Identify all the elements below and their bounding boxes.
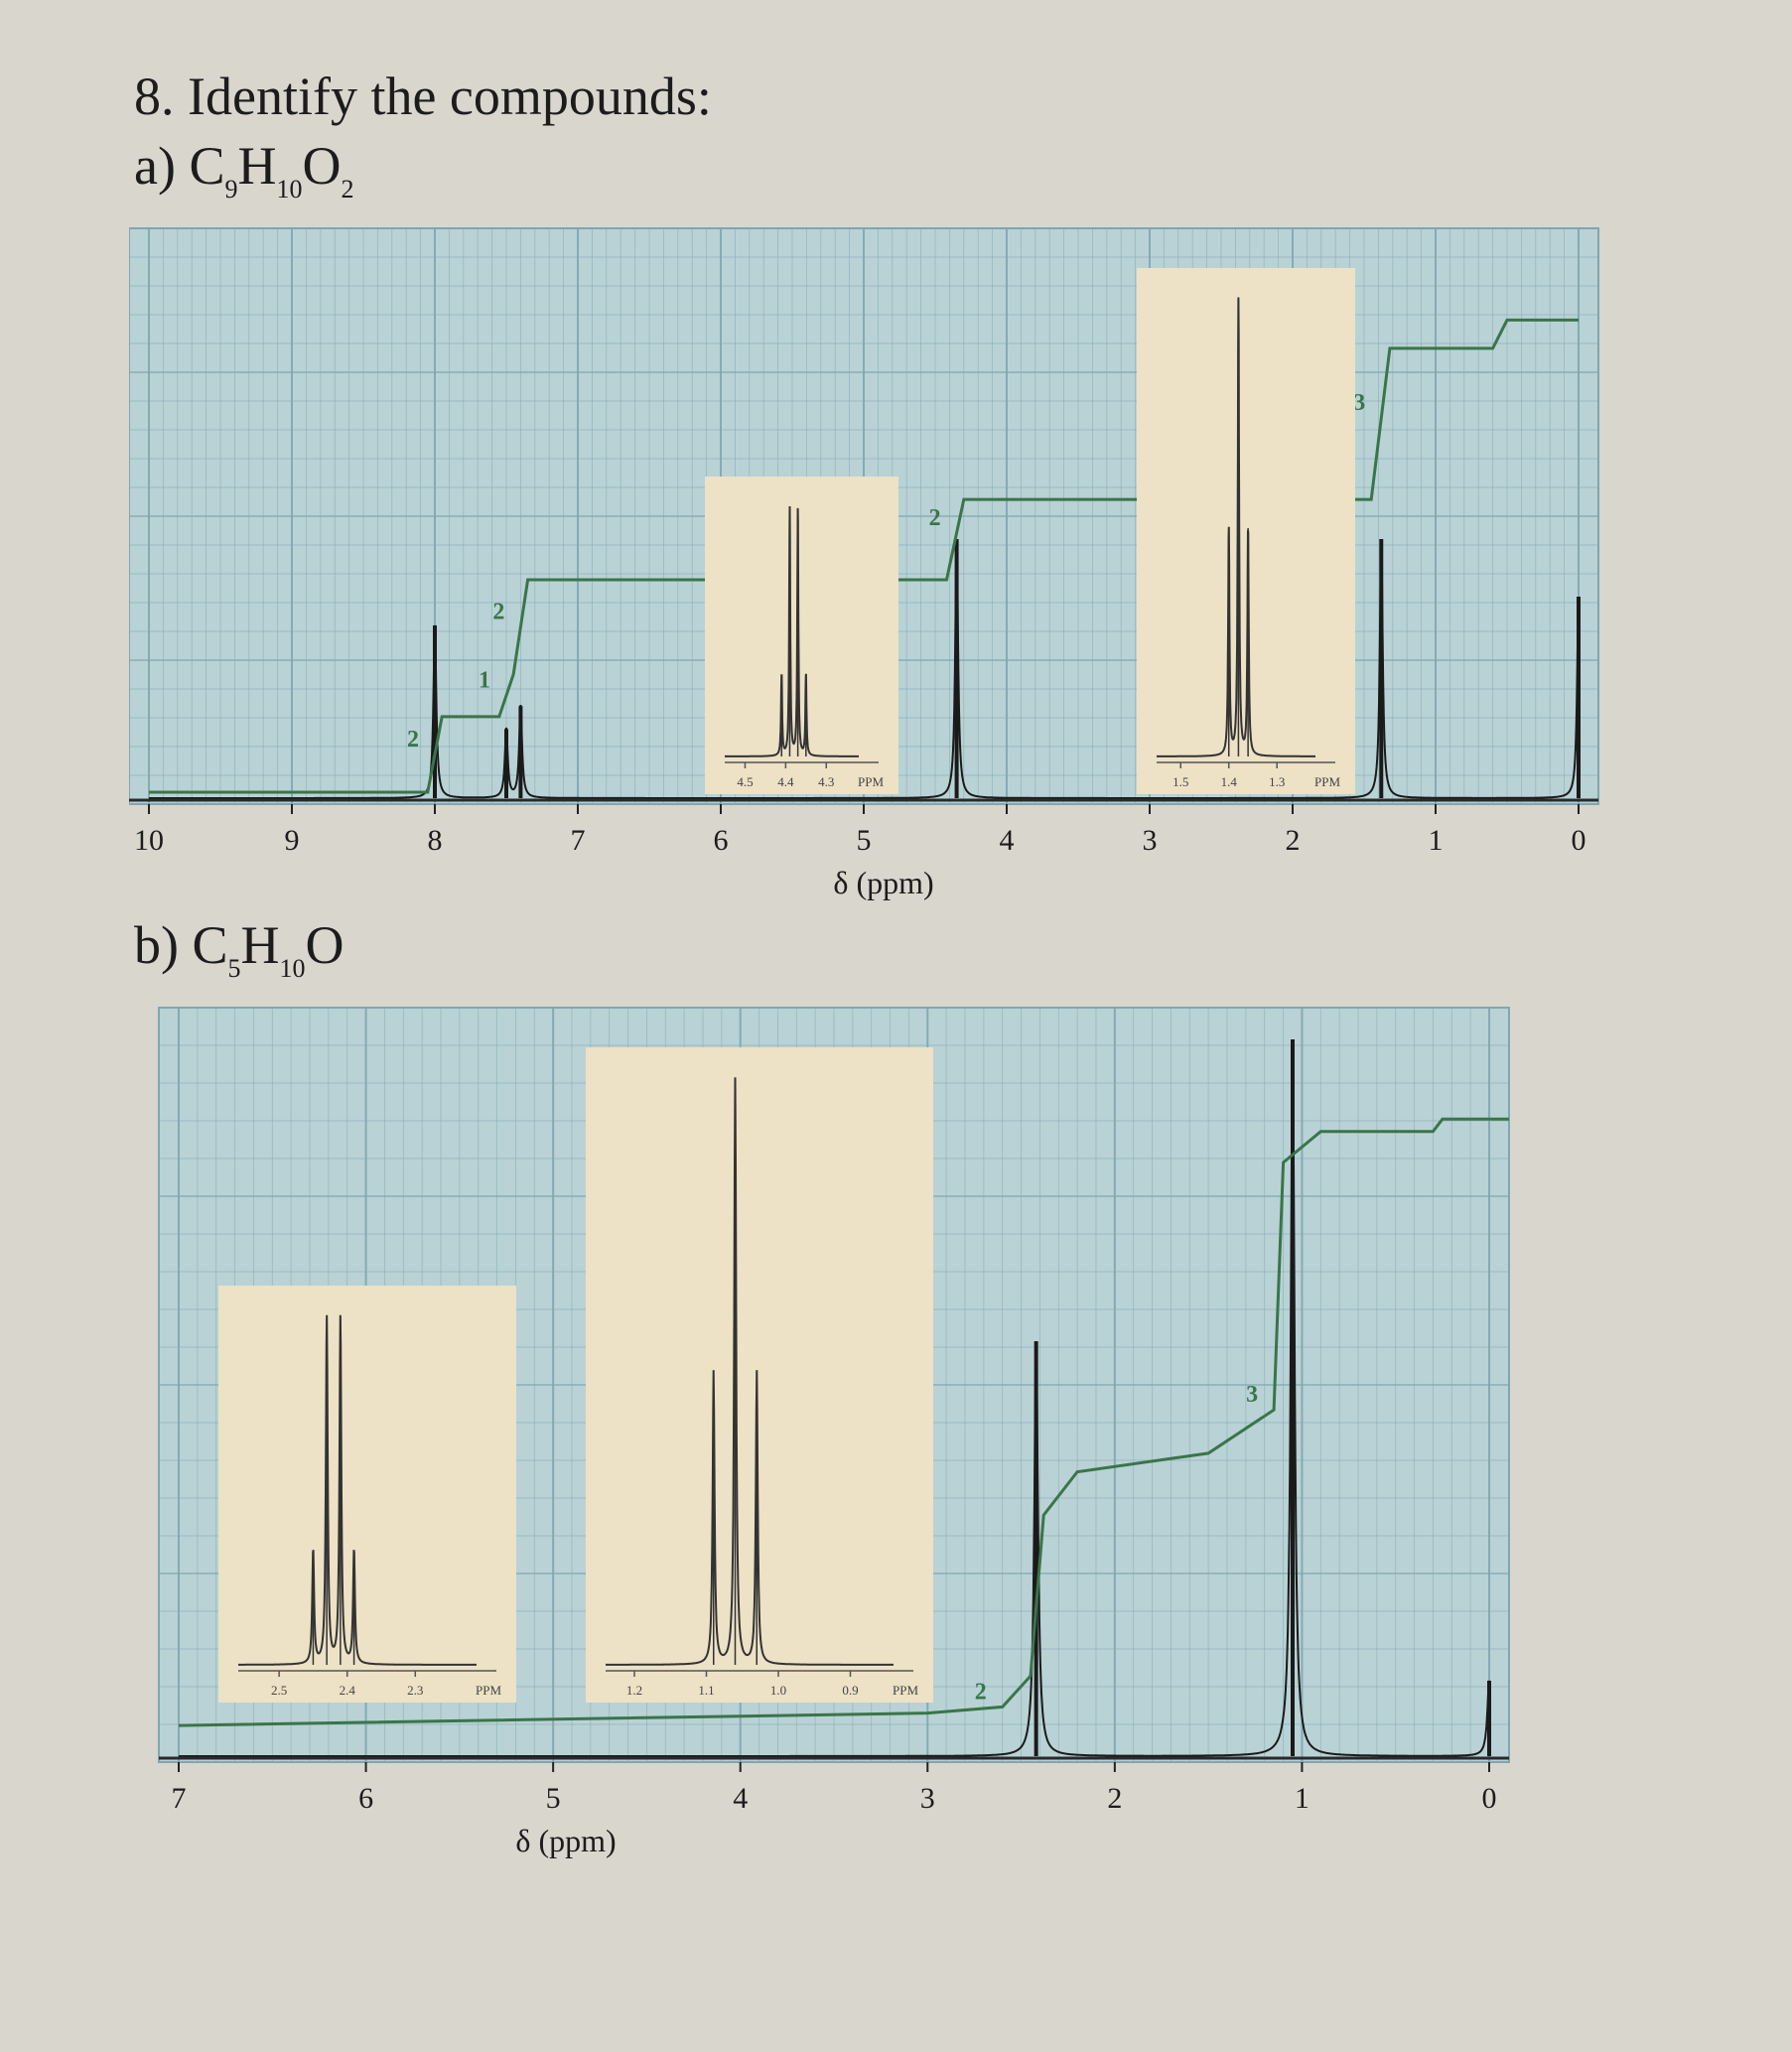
- inset-tick-label: 4.5: [737, 774, 753, 789]
- inset-tick-label: 2.4: [340, 1683, 356, 1698]
- inset-tick-label: 1.4: [1221, 774, 1238, 789]
- axis-tick-label: 2: [1107, 1782, 1122, 1815]
- part-b-title: b) C5H10O: [134, 918, 345, 982]
- axis-tick-label: 6: [358, 1782, 373, 1815]
- inset-trace: [725, 505, 859, 757]
- axis-tick-label: 1: [1295, 1782, 1310, 1815]
- expansion-inset: 4.5 4.4 4.3 PPM: [705, 477, 898, 794]
- inset-tick-label: 0.9: [842, 1683, 858, 1698]
- axis-tick-label: 9: [285, 824, 300, 857]
- spectrum-trace: [149, 538, 1580, 799]
- formula-element: H: [237, 136, 277, 196]
- inset-unit-label: PPM: [1314, 774, 1340, 789]
- axis-tick-label: 7: [172, 1782, 187, 1815]
- x-axis-title: δ (ppm): [515, 1823, 616, 1858]
- integral-curve: [178, 1117, 1509, 1727]
- formula-subscript: 10: [276, 175, 303, 204]
- part-a-title: a) C9H10O2: [134, 139, 353, 203]
- axis-tick-label: 7: [571, 824, 586, 857]
- axis-tick-label: 4: [1000, 824, 1015, 857]
- expansion-inset: 1.2 1.1 1.0 0.9 PPM: [586, 1047, 933, 1703]
- axis-tick-label: 0: [1482, 1782, 1497, 1815]
- formula-element: H: [240, 915, 280, 975]
- inset-trace: [606, 1077, 894, 1666]
- inset-tick-label: 4.3: [818, 774, 834, 789]
- formula-subscript: 5: [227, 954, 241, 983]
- question-heading: 8. Identify the compounds:: [134, 67, 712, 126]
- axis-tick-label: 1: [1429, 824, 1444, 857]
- inset-tick-label: 1.1: [698, 1683, 714, 1698]
- inset-trace: [1157, 297, 1315, 757]
- formula-element: C: [189, 136, 225, 196]
- part-b-label: b): [134, 915, 179, 975]
- axis-tick-label: 3: [1143, 824, 1158, 857]
- integral-label: 1: [479, 668, 490, 694]
- formula-element: C: [192, 915, 228, 975]
- nmr-spectrum-b: 2 3 7 6 5 4 3 2 1 0 δ (ppm) 2.5 2.4 2.3 PPM 1.2 1.1 1.0 0.…: [158, 1007, 1510, 1858]
- x-axis-title: δ (ppm): [833, 865, 933, 900]
- inset-unit-label: PPM: [476, 1683, 501, 1698]
- inset-tick-label: 1.5: [1172, 774, 1188, 789]
- integral-label: 3: [1353, 390, 1365, 416]
- integral-label: 3: [1246, 1382, 1258, 1408]
- inset-trace: [238, 1314, 477, 1666]
- integral-label: 2: [929, 505, 941, 531]
- inset-unit-label: PPM: [893, 1683, 918, 1698]
- part-a-label: a): [134, 136, 176, 196]
- part-a-formula: C9H10O2: [189, 136, 353, 203]
- axis-tick-label: 8: [428, 824, 443, 857]
- axis-tick-label: 3: [920, 1782, 935, 1815]
- inset-tick-label: 1.3: [1269, 774, 1285, 789]
- formula-element: O: [305, 915, 345, 975]
- spectrum-trace: [179, 1038, 1490, 1757]
- axis-tick-label: 2: [1286, 824, 1301, 857]
- axis-tick-label: 5: [857, 824, 872, 857]
- axis-tick-label: 6: [714, 824, 729, 857]
- inset-tick-label: 2.5: [271, 1683, 287, 1698]
- axis-tick-label: 10: [134, 824, 164, 857]
- axis-tick-label: 4: [733, 1782, 748, 1815]
- integral-curve: [149, 318, 1579, 794]
- part-b-formula: C5H10O: [192, 915, 345, 982]
- expansion-inset: 2.5 2.4 2.3 PPM: [218, 1286, 516, 1703]
- inset-tick-label: 1.2: [626, 1683, 642, 1698]
- inset-background: [705, 477, 898, 794]
- integral-label: 2: [975, 1679, 987, 1705]
- inset-unit-label: PPM: [858, 774, 884, 789]
- expansion-inset: 1.5 1.4 1.3 PPM: [1137, 268, 1355, 794]
- inset-tick-label: 1.0: [770, 1683, 786, 1698]
- inset-tick-label: 2.3: [407, 1683, 423, 1698]
- formula-subscript: 2: [341, 175, 354, 204]
- inset-tick-label: 4.4: [777, 774, 794, 789]
- formula-subscript: 9: [224, 175, 238, 204]
- inset-background: [218, 1286, 516, 1703]
- formula-subscript: 10: [279, 954, 306, 983]
- integral-label: 2: [407, 727, 419, 752]
- formula-element: O: [302, 136, 342, 196]
- integral-label: 2: [492, 600, 504, 625]
- axis-tick-label: 0: [1572, 824, 1586, 857]
- axis-tick-label: 5: [546, 1782, 561, 1815]
